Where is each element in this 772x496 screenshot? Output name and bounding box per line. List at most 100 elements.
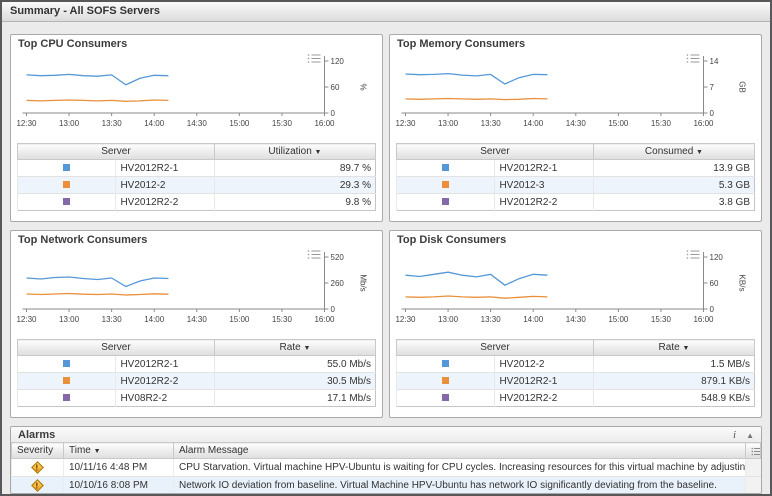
svg-text:16:00: 16:00 xyxy=(693,315,714,324)
series-color-swatch xyxy=(63,163,71,171)
series-color-swatch xyxy=(442,197,450,205)
svg-text:12:30: 12:30 xyxy=(395,315,416,324)
column-header-server[interactable]: Server xyxy=(396,339,594,356)
metric-value: 30.5 Mb/s xyxy=(213,372,376,390)
consumer-row[interactable]: HV2012R2-1 879.1 KB/s xyxy=(395,372,755,390)
warning-icon[interactable]: ! xyxy=(31,461,44,474)
column-header-value[interactable]: Rate ▼ xyxy=(592,339,756,356)
svg-text:16:00: 16:00 xyxy=(314,315,335,324)
svg-text:14: 14 xyxy=(710,57,719,66)
collapse-icon[interactable]: ▲ xyxy=(746,430,754,440)
column-options-icon[interactable] xyxy=(745,442,761,459)
panel-title: Top CPU Consumers xyxy=(18,38,128,50)
chart-options-icon[interactable] xyxy=(686,250,700,259)
svg-text:15:30: 15:30 xyxy=(651,315,672,324)
severity-cell: ! xyxy=(11,458,64,477)
metric-value: 879.1 KB/s xyxy=(592,372,755,390)
series-color-cell xyxy=(395,389,495,407)
series-color-cell xyxy=(395,193,495,211)
column-header-severity[interactable]: Severity xyxy=(11,442,64,459)
series-color-swatch xyxy=(442,163,450,171)
svg-text:13:30: 13:30 xyxy=(481,119,502,128)
consumer-row[interactable]: HV08R2-2 17.1 Mb/s xyxy=(16,389,376,407)
consumer-row[interactable]: HV2012R2-1 89.7 % xyxy=(16,159,376,177)
y-axis-unit-label: Mb/s xyxy=(359,274,368,291)
consumers-header-row: Server Consumed ▼ xyxy=(396,143,756,160)
alarms-panel: Alarms i ▲ Severity Time ▼ Alarm Message xyxy=(10,426,762,494)
consumer-row[interactable]: HV2012-2 1.5 MB/s xyxy=(395,355,755,373)
series-line xyxy=(405,72,548,85)
consumer-panel: Top Memory Consumers 0 7 14 GB 12:30 13:00 13:… xyxy=(389,34,762,222)
consumer-row[interactable]: HV2012R2-2 3.8 GB xyxy=(395,193,755,211)
series-color-cell xyxy=(16,159,116,177)
info-icon[interactable]: i xyxy=(733,429,737,441)
alarm-row[interactable]: ! 10/11/16 4:48 PM CPU Starvation. Virtual… xyxy=(11,458,761,477)
consumer-row[interactable]: HV2012R2-1 13.9 GB xyxy=(395,159,755,177)
consumers-line-chart: 0 7 14 GB 12:30 13:00 13:30 14:00 14:30 15:00 15:3… xyxy=(395,54,747,128)
chart: 0 260 520 Mb/s 12:30 13:00 13:30 14:00 14:30 15:0… xyxy=(11,247,382,339)
alarms-scrollbar-track[interactable] xyxy=(745,458,761,477)
consumer-row[interactable]: HV2012R2-2 548.9 KB/s xyxy=(395,389,755,407)
svg-text:14:00: 14:00 xyxy=(523,315,544,324)
svg-text:14:30: 14:30 xyxy=(566,119,587,128)
alarms-scrollbar-track[interactable] xyxy=(745,476,761,493)
panel-title: Top Disk Consumers xyxy=(397,234,507,246)
consumer-row[interactable]: HV2012R2-1 55.0 Mb/s xyxy=(16,355,376,373)
metric-value: 3.8 GB xyxy=(592,193,755,211)
warning-icon[interactable]: ! xyxy=(31,479,44,493)
svg-text:120: 120 xyxy=(710,253,724,262)
consumer-row[interactable]: HV2012R2-2 30.5 Mb/s xyxy=(16,372,376,390)
metric-value: 17.1 Mb/s xyxy=(213,389,376,407)
chart-options-icon[interactable] xyxy=(307,250,321,259)
svg-text:13:00: 13:00 xyxy=(438,119,459,128)
series-color-swatch xyxy=(63,376,71,384)
server-name: HV2012R2-2 xyxy=(494,389,594,407)
column-header-message[interactable]: Alarm Message xyxy=(173,442,746,459)
chart-options-icon[interactable] xyxy=(307,54,321,63)
y-axis-unit-label: GB xyxy=(738,81,747,93)
alarm-row[interactable]: ! 10/10/16 8:08 PM Network IO deviation fr… xyxy=(11,476,761,493)
column-header-server[interactable]: Server xyxy=(17,339,215,356)
svg-text:60: 60 xyxy=(710,279,719,288)
column-header-server[interactable]: Server xyxy=(17,143,215,160)
alarm-time: 10/11/16 4:48 PM xyxy=(63,458,174,477)
svg-text:120: 120 xyxy=(331,57,345,66)
svg-text:13:00: 13:00 xyxy=(438,315,459,324)
series-color-cell xyxy=(16,176,116,194)
sort-indicator: ▼ xyxy=(93,448,101,455)
consumer-row[interactable]: HV2012-2 29.3 % xyxy=(16,176,376,194)
panel-title: Top Network Consumers xyxy=(18,234,148,246)
svg-text:14:00: 14:00 xyxy=(523,119,544,128)
svg-text:60: 60 xyxy=(331,83,340,92)
consumer-panel: Top CPU Consumers 0 60 120% 12:30 13:00 13:30… xyxy=(10,34,383,222)
server-name: HV08R2-2 xyxy=(115,389,215,407)
consumer-row[interactable]: HV2012R2-2 9.8 % xyxy=(16,193,376,211)
svg-text:260: 260 xyxy=(331,279,345,288)
alarms-title: Alarms xyxy=(18,429,56,441)
consumers-header-row: Server Rate ▼ xyxy=(396,339,756,356)
column-header-value[interactable]: Rate ▼ xyxy=(213,339,377,356)
server-name: HV2012R2-2 xyxy=(494,193,594,211)
chart: 0 7 14 GB 12:30 13:00 13:30 14:00 14:30 15:00 15:3… xyxy=(390,51,761,143)
series-color-cell xyxy=(16,372,116,390)
chart: 0 60 120 KB/s 12:30 13:00 13:30 14:00 14:30 15:00… xyxy=(390,247,761,339)
column-header-value[interactable]: Consumed ▼ xyxy=(592,143,756,160)
svg-text:15:30: 15:30 xyxy=(272,315,293,324)
series-line xyxy=(26,73,169,86)
svg-text:15:30: 15:30 xyxy=(651,119,672,128)
consumers-line-chart: 0 60 120% 12:30 13:00 13:30 14:00 14:30 15:00 15:… xyxy=(16,54,368,128)
consumers-line-chart: 0 260 520 Mb/s 12:30 13:00 13:30 14:00 14:30 15:0… xyxy=(16,250,368,324)
consumers-table: Server Rate ▼ HV2012R2-1 55.0 Mb/s HV2012R… xyxy=(16,339,377,407)
metric-value: 29.3 % xyxy=(213,176,376,194)
svg-text:12:30: 12:30 xyxy=(16,119,37,128)
series-color-swatch xyxy=(442,393,450,401)
column-header-value[interactable]: Utilization ▼ xyxy=(213,143,377,160)
series-line xyxy=(405,295,548,299)
column-header-server[interactable]: Server xyxy=(396,143,594,160)
y-axis-unit-label: % xyxy=(359,83,368,90)
metric-value: 5.3 GB xyxy=(592,176,755,194)
consumer-row[interactable]: HV2012-3 5.3 GB xyxy=(395,176,755,194)
chart-options-icon[interactable] xyxy=(686,54,700,63)
column-header-time[interactable]: Time ▼ xyxy=(63,442,174,459)
server-name: HV2012R2-1 xyxy=(494,372,594,390)
